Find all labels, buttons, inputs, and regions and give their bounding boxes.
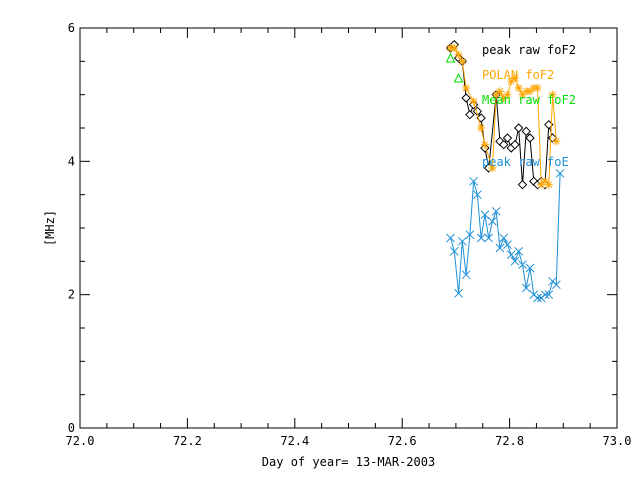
data-point-peak-raw-foe [525,263,535,273]
data-point-peak-raw-foe [457,236,467,246]
x-tick-label: 72.2 [173,434,202,448]
data-point-polan-fof2 [450,44,459,52]
data-point-polan-fof2 [510,74,519,82]
data-point-polan-fof2 [548,90,557,99]
data-point-peak-raw-foe [503,240,512,250]
data-point-peak-raw-foe [551,280,561,290]
legend-entry-peak-raw-fof2: peak raw foF2 [482,43,576,57]
data-point-peak-raw-fof2 [517,179,528,190]
data-point-peak-raw-foe [533,293,542,303]
data-point-peak-raw-fof2 [514,123,524,133]
data-point-polan-fof2 [480,140,489,149]
data-point-peak-raw-fof2 [502,133,513,143]
data-point-mean-raw-fof2 [445,52,456,63]
data-point-peak-raw-foe [555,168,565,178]
data-point-polan-fof2 [488,164,497,172]
x-tick-label: 72.4 [280,434,309,448]
data-point-peak-raw-foe [449,246,459,256]
data-point-peak-raw-foe [454,288,463,298]
data-point-peak-raw-foe [446,233,455,243]
data-point-polan-fof2 [514,84,523,92]
data-point-polan-fof2 [533,84,542,92]
data-point-mean-raw-fof2 [453,72,464,83]
legend-entry-peak-raw-foe: peak raw foE [482,155,569,169]
data-point-peak-raw-fof2 [498,139,509,150]
legend-entry-mean-raw-fof2: Mean raw foF2 [482,93,576,107]
data-point-peak-raw-foe [491,206,501,216]
data-point-peak-raw-foe [488,216,497,226]
y-axis-title: [MHz] [43,210,57,246]
data-point-polan-fof2 [552,137,561,146]
data-point-peak-raw-foe [514,246,524,256]
data-point-peak-raw-fof2 [465,109,475,120]
data-point-polan-fof2 [503,90,512,99]
data-point-polan-fof2 [477,124,486,132]
y-tick-label: 2 [68,288,75,302]
series-line-polan-fof2 [450,47,557,186]
y-tick-label: 0 [68,421,75,435]
data-point-peak-raw-foe [510,256,520,266]
data-point-peak-raw-foe [473,190,482,200]
data-point-peak-raw-foe [540,290,550,300]
data-point-polan-fof2 [492,90,501,99]
data-point-peak-raw-foe [521,283,531,293]
data-point-peak-raw-foe [495,243,505,253]
data-point-polan-fof2 [469,97,478,106]
data-point-polan-fof2 [544,180,553,189]
data-point-peak-raw-foe [465,230,475,240]
series-line-peak-raw-foe [450,173,561,299]
data-point-polan-fof2 [462,84,471,92]
series-peak-raw-foe [446,168,565,303]
data-point-peak-raw-foe [544,290,554,300]
y-tick-label: 4 [68,154,75,168]
data-point-peak-raw-foe [469,176,478,186]
series-mean-raw-fof2 [445,52,464,83]
data-point-peak-raw-foe [461,270,471,280]
x-tick-label: 73.0 [603,434,632,448]
x-tick-label: 72.8 [495,434,524,448]
data-point-peak-raw-fof2 [461,93,471,103]
x-tick-label: 72.0 [66,434,95,448]
data-point-polan-fof2 [518,90,527,99]
data-point-peak-raw-foe [484,233,494,243]
data-point-polan-fof2 [526,87,535,96]
data-point-peak-raw-foe [499,233,509,243]
data-point-peak-raw-fof2 [525,133,535,143]
data-point-polan-fof2 [458,57,467,66]
data-point-polan-fof2 [454,50,463,59]
series-polan-fof2 [446,44,561,189]
legend-entry-polan-fof2: POLAN foF2 [482,68,554,82]
data-point-polan-fof2 [495,87,504,96]
data-point-peak-raw-foe [518,260,527,270]
y-tick-label: 6 [68,21,75,35]
x-axis-title: Day of year= 13-MAR-2003 [262,455,435,469]
x-tick-label: 72.6 [388,434,417,448]
data-point-peak-raw-foe [476,233,486,243]
data-point-peak-raw-fof2 [510,139,520,150]
data-point-peak-raw-fof2 [521,126,531,137]
data-point-peak-raw-foe [506,250,516,260]
data-point-peak-raw-foe [480,210,490,220]
